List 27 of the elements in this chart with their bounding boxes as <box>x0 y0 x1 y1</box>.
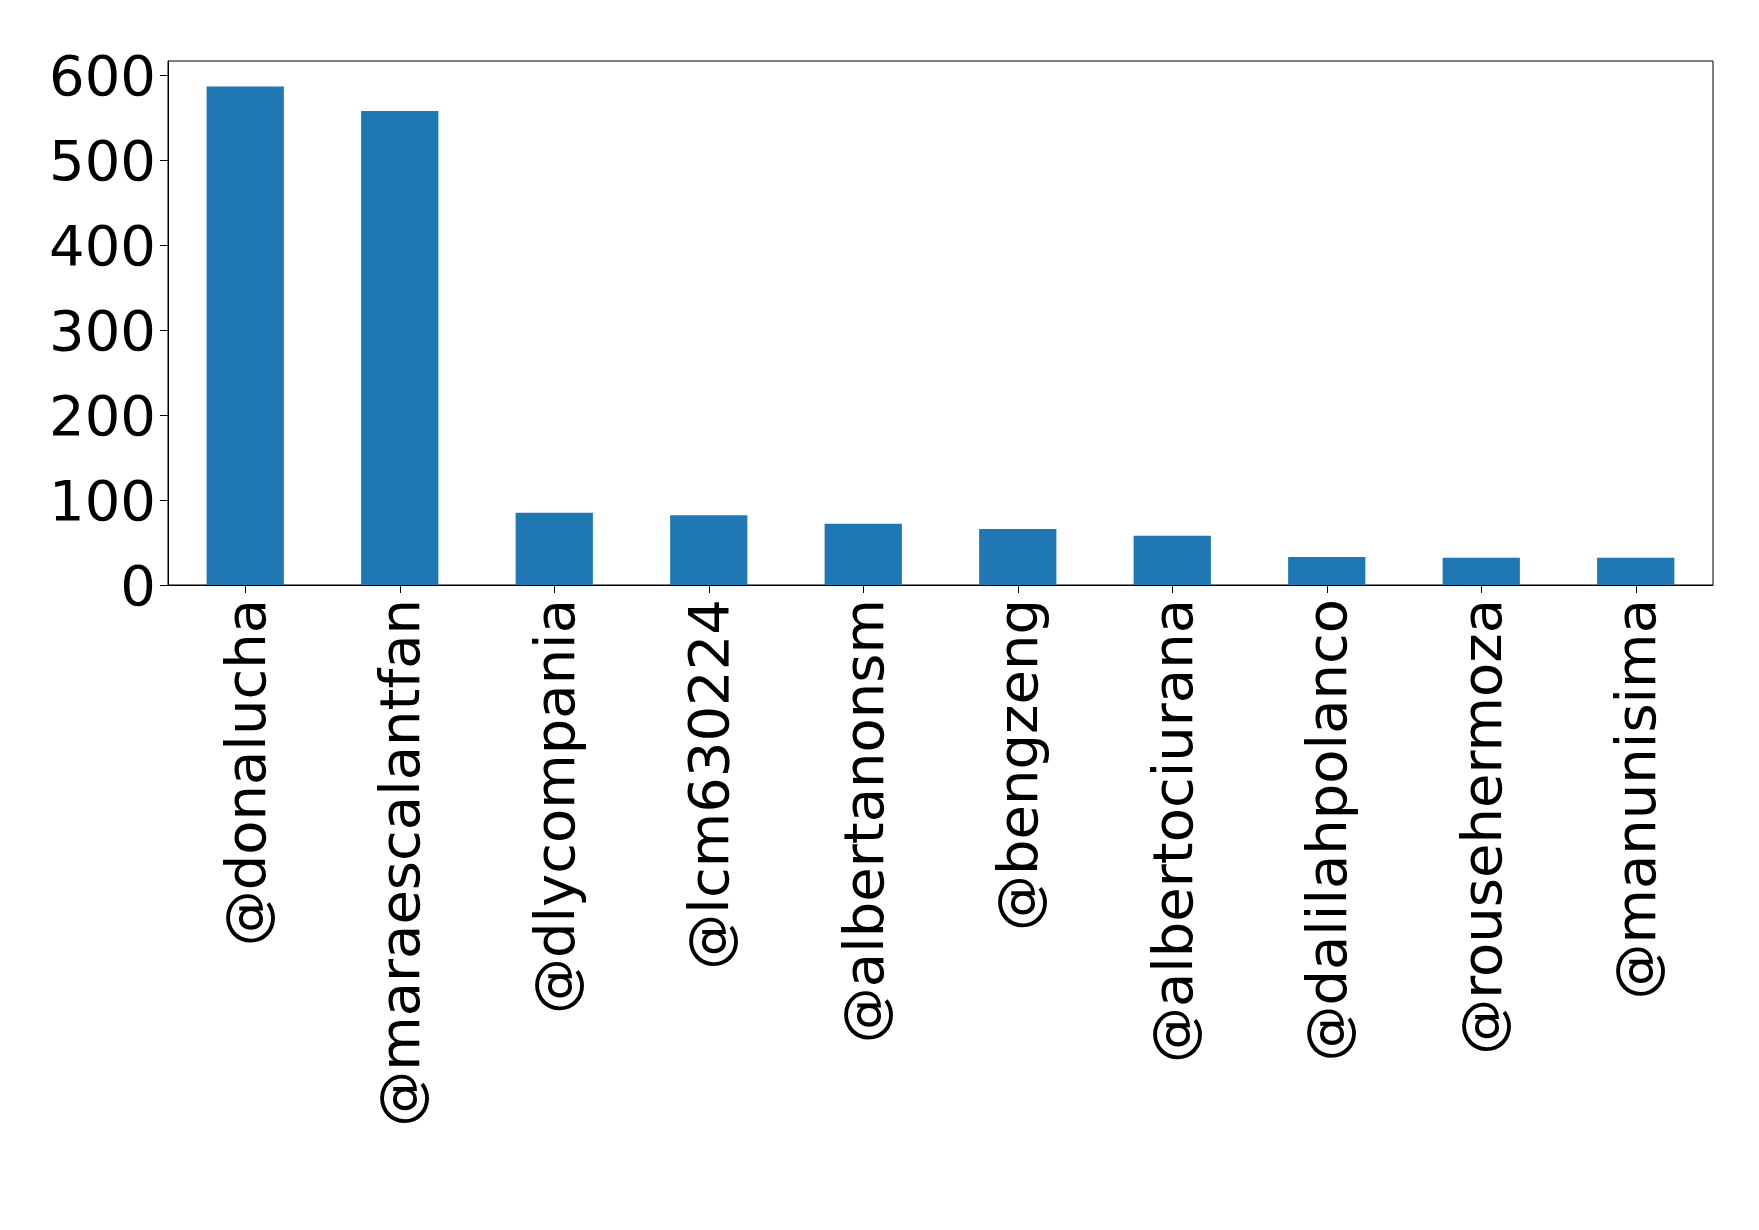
bar <box>1442 557 1520 585</box>
y-tick-label: 100 <box>49 467 156 533</box>
bar <box>206 86 284 585</box>
x-tick-label: @albertanonsm <box>830 599 896 1044</box>
y-tick-label: 300 <box>49 297 156 363</box>
bar <box>515 512 593 585</box>
x-tick-label: @dalilahpolanco <box>1294 599 1360 1062</box>
x-tick-label: @donalucha <box>212 599 278 947</box>
x-tick-label: @dlycompania <box>521 599 587 1015</box>
x-tick-label: @bengzeng <box>985 599 1051 931</box>
bar <box>361 111 439 585</box>
bar <box>1597 557 1675 585</box>
bar <box>1133 535 1211 585</box>
x-tick-label: @albertociurana <box>1139 599 1205 1064</box>
y-tick-label: 0 <box>120 552 156 618</box>
x-tick-label: @rousehermoza <box>1448 599 1514 1055</box>
y-tick-label: 400 <box>49 212 156 278</box>
y-tick-label: 600 <box>49 42 156 108</box>
bar <box>979 528 1057 585</box>
y-tick-label: 500 <box>49 127 156 193</box>
x-tick-label: @lcm630224 <box>676 599 742 970</box>
bar <box>670 515 748 585</box>
y-tick-label: 200 <box>49 382 156 448</box>
x-tick-label: @maraescalantfan <box>367 599 433 1127</box>
x-tick-label: @manunisima <box>1603 599 1669 1000</box>
bar <box>1288 556 1366 585</box>
bar <box>824 523 902 585</box>
